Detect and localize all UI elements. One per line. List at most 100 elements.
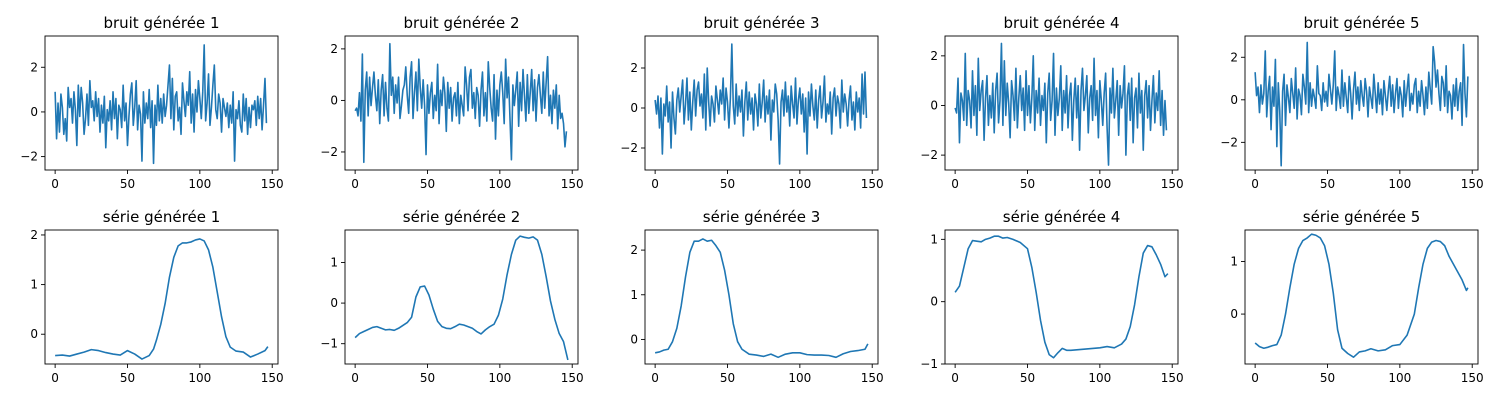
subplot-title: série générée 5	[1303, 208, 1420, 226]
x-tick-label: 100	[1088, 371, 1111, 385]
subplot-title: bruit générée 2	[403, 14, 519, 32]
y-tick-label: −2	[20, 150, 38, 164]
x-tick-label: 0	[51, 177, 59, 191]
y-tick-label: 1	[930, 232, 938, 246]
x-tick-label: 100	[788, 371, 811, 385]
axes-frame	[344, 35, 579, 171]
subplot-title: bruit générée 5	[1303, 14, 1419, 32]
y-tick-label: 0	[1230, 307, 1238, 321]
subplot-title: série générée 1	[103, 208, 220, 226]
x-tick-label: 0	[651, 177, 659, 191]
y-tick-label: 2	[30, 60, 38, 74]
y-tick-label: 0	[30, 327, 38, 341]
y-tick-label: 1	[330, 255, 338, 269]
x-tick-label: 100	[188, 371, 211, 385]
series-line	[1254, 233, 1469, 358]
subplot-8: série générée 3 0 50 100 150 0 1 2	[630, 208, 883, 385]
x-tick-label: 150	[561, 371, 584, 385]
subplot-title: bruit générée 3	[703, 14, 819, 32]
axes-frame	[1244, 229, 1479, 365]
y-tick-label: −2	[920, 148, 938, 162]
subplot-10: série générée 5 0 50 100 150 0 1	[1230, 208, 1483, 385]
y-tick-label: 1	[1230, 255, 1238, 269]
y-tick-label: 0	[1230, 93, 1238, 107]
subplot-title: série générée 3	[703, 208, 820, 226]
y-tick-label: 0	[330, 296, 338, 310]
subplot-title: bruit générée 1	[103, 14, 219, 32]
x-tick-label: 100	[1388, 177, 1411, 191]
x-tick-label: 0	[351, 371, 359, 385]
x-tick-label: 0	[651, 371, 659, 385]
x-tick-label: 0	[351, 177, 359, 191]
x-tick-label: 50	[420, 371, 435, 385]
y-tick-label: 0	[330, 93, 338, 107]
y-tick-label: 2	[930, 49, 938, 63]
series-line	[354, 235, 569, 361]
series-line	[954, 235, 1169, 359]
series-line	[1254, 41, 1469, 167]
x-tick-label: 50	[720, 177, 735, 191]
axes-frame	[44, 229, 279, 365]
y-tick-label: 0	[630, 332, 638, 346]
y-tick-label: 2	[1230, 50, 1238, 64]
x-tick-label: 0	[1251, 371, 1259, 385]
y-tick-label: −2	[1220, 135, 1238, 149]
x-tick-label: 0	[951, 371, 959, 385]
x-tick-label: 50	[1020, 371, 1035, 385]
x-tick-label: 150	[1161, 177, 1184, 191]
y-tick-label: 1	[630, 288, 638, 302]
x-tick-label: 50	[1320, 371, 1335, 385]
subplot-title: série générée 2	[403, 208, 520, 226]
subplot-title: série générée 4	[1003, 208, 1120, 226]
subplot-2: bruit générée 2 0 50 100 150 −2 0 2	[320, 14, 583, 191]
x-tick-label: 50	[1320, 177, 1335, 191]
subplot-9: série générée 4 0 50 100 150 −1 0 1	[920, 208, 1183, 385]
x-tick-label: 150	[1461, 371, 1484, 385]
x-tick-label: 150	[1161, 371, 1184, 385]
y-tick-label: 2	[630, 243, 638, 257]
y-tick-label: −2	[620, 141, 638, 155]
axes-frame	[1244, 35, 1479, 171]
x-tick-label: 50	[120, 371, 135, 385]
x-tick-label: 100	[488, 177, 511, 191]
series-line	[954, 42, 1168, 166]
subplot-1: bruit générée 1 0 50 100 150 −2 0 2	[20, 14, 283, 191]
x-tick-label: 50	[1020, 177, 1035, 191]
y-tick-label: 0	[930, 98, 938, 112]
y-tick-label: 2	[630, 61, 638, 75]
axes-frame	[44, 35, 279, 171]
subplot-title: bruit générée 4	[1003, 14, 1119, 32]
series-line	[654, 238, 869, 359]
x-tick-label: 50	[720, 371, 735, 385]
x-tick-label: 50	[420, 177, 435, 191]
series-line	[54, 44, 268, 165]
y-tick-label: −2	[320, 145, 338, 159]
series-line	[55, 238, 269, 360]
axes-frame	[644, 229, 879, 365]
x-tick-label: 150	[261, 177, 284, 191]
x-tick-label: 150	[261, 371, 284, 385]
subplot-3: bruit générée 3 0 50 100 150 −2 0 2	[620, 14, 883, 191]
x-tick-label: 100	[488, 371, 511, 385]
x-tick-label: 100	[1388, 371, 1411, 385]
x-tick-label: 0	[951, 177, 959, 191]
subplot-5: bruit générée 5 0 50 100 150 −2 0 2	[1220, 14, 1483, 191]
subplot-7: série générée 2 0 50 100 150 −1 0 1	[320, 208, 583, 385]
axes-frame	[944, 35, 1179, 171]
x-tick-label: 150	[561, 177, 584, 191]
x-tick-label: 150	[1461, 177, 1484, 191]
series-line	[654, 43, 868, 165]
axes-frame	[644, 35, 879, 171]
y-tick-label: 0	[630, 101, 638, 115]
x-tick-label: 0	[1251, 177, 1259, 191]
series-line	[354, 42, 568, 164]
x-tick-label: 0	[51, 371, 59, 385]
y-tick-label: 0	[30, 105, 38, 119]
x-tick-label: 100	[188, 177, 211, 191]
y-tick-label: 2	[330, 42, 338, 56]
x-tick-label: 50	[120, 177, 135, 191]
y-tick-label: 2	[30, 228, 38, 242]
x-tick-label: 150	[861, 371, 884, 385]
axes-frame	[344, 229, 579, 365]
